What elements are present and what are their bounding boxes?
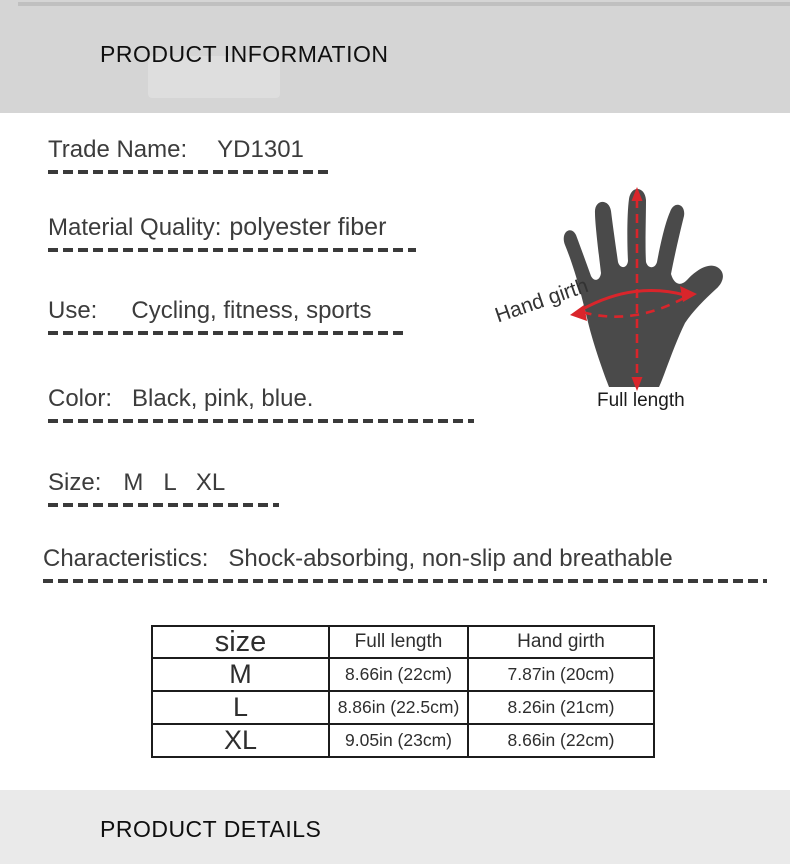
arrowhead-up-icon xyxy=(631,187,643,201)
dashed-underline xyxy=(43,579,767,583)
use-label: Use: xyxy=(48,297,98,324)
header-band: PRODUCT INFORMATION xyxy=(0,0,790,113)
column-header-size: size xyxy=(151,625,330,659)
size-table-header-row: size Full length Hand girth xyxy=(151,625,655,659)
color-label: Color: xyxy=(48,385,113,412)
table-row: L 8.86in (22.5cm) 8.26in (21cm) xyxy=(151,690,655,725)
size-value: M L XL xyxy=(123,469,226,496)
field-material-quality: Material Quality: polyester fiber xyxy=(48,213,416,252)
dashed-underline xyxy=(48,248,416,252)
dashed-underline xyxy=(48,419,474,423)
cell-full-length: 8.66in (22cm) xyxy=(328,657,469,692)
characteristics-label: Characteristics: xyxy=(43,545,209,572)
characteristics-value: Shock-absorbing, non-slip and breathable xyxy=(228,545,673,572)
arrowhead-right-icon xyxy=(680,286,697,302)
field-characteristics: Characteristics: Shock-absorbing, non-sli… xyxy=(43,545,767,583)
table-row: XL 9.05in (23cm) 8.66in (22cm) xyxy=(151,723,655,758)
cell-size: M xyxy=(151,657,330,692)
cell-hand-girth: 7.87in (20cm) xyxy=(467,657,655,692)
dashed-underline xyxy=(48,331,405,335)
material-quality-label: Material Quality: xyxy=(48,214,222,241)
dashed-underline xyxy=(48,170,329,174)
cell-hand-girth: 8.66in (22cm) xyxy=(467,723,655,758)
glove-measurement-diagram xyxy=(563,187,723,391)
size-table: size Full length Hand girth M 8.66in (22… xyxy=(151,625,655,758)
use-value: Cycling, fitness, sports xyxy=(131,297,372,324)
field-trade-name: Trade Name: YD1301 xyxy=(48,136,329,174)
full-length-label: Full length xyxy=(597,390,685,411)
cell-size: L xyxy=(151,690,330,725)
arrowhead-left-icon xyxy=(570,305,587,321)
dashed-underline xyxy=(48,503,279,507)
glove-silhouette-icon xyxy=(563,188,723,387)
size-label: Size: xyxy=(48,469,102,496)
cell-full-length: 8.86in (22.5cm) xyxy=(328,690,469,725)
material-quality-value: polyester fiber xyxy=(229,213,387,241)
color-value: Black, pink, blue. xyxy=(132,385,314,412)
page-title: PRODUCT INFORMATION xyxy=(100,41,389,67)
cell-size: XL xyxy=(151,723,330,758)
column-header-hand-girth: Hand girth xyxy=(467,625,655,659)
cell-full-length: 9.05in (23cm) xyxy=(328,723,469,758)
table-row: M 8.66in (22cm) 7.87in (20cm) xyxy=(151,657,655,692)
cell-hand-girth: 8.26in (21cm) xyxy=(467,690,655,725)
hand-girth-ellipse-solid xyxy=(580,289,686,312)
field-use: Use: Cycling, fitness, sports xyxy=(48,297,405,335)
footer-band: PRODUCT DETAILS xyxy=(0,790,790,864)
column-header-full-length: Full length xyxy=(328,625,469,659)
watermark-ghost xyxy=(148,56,280,98)
hand-girth-ellipse-dashed xyxy=(581,296,685,318)
field-color: Color: Black, pink, blue. xyxy=(48,385,474,423)
field-size: Size: M L XL xyxy=(48,469,279,507)
arrowhead-down-icon xyxy=(631,377,643,391)
footer-title: PRODUCT DETAILS xyxy=(100,816,322,842)
trade-name-label: Trade Name: xyxy=(48,136,188,163)
trade-name-value: YD1301 xyxy=(217,136,304,163)
